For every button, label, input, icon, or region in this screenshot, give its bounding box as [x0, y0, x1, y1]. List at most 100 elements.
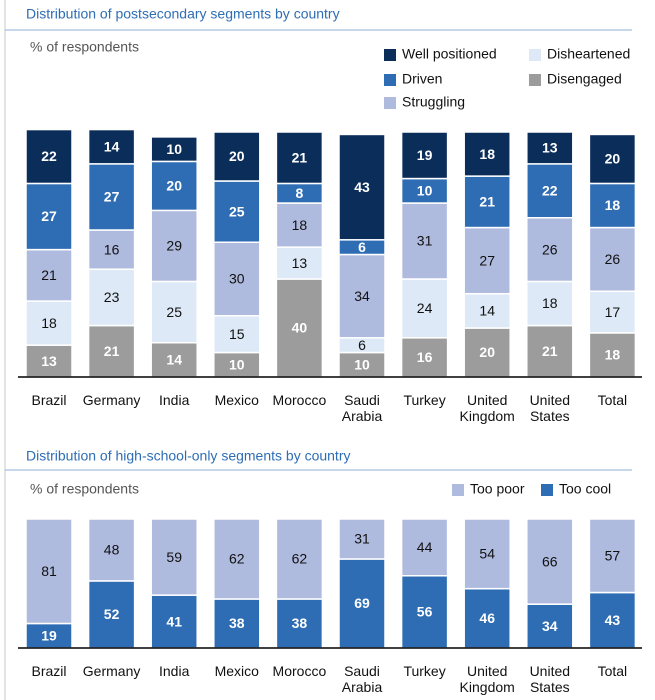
legend-swatch	[452, 484, 464, 496]
value-label: 21	[104, 343, 120, 359]
bar-segment	[463, 292, 511, 329]
x-tick-label: United Kingdom	[459, 663, 515, 695]
value-label: 16	[104, 241, 120, 257]
legend-swatch	[541, 484, 553, 496]
value-label: 18	[41, 315, 57, 331]
value-label: 10	[354, 356, 370, 372]
x-tick-label: Saudi Arabia	[341, 392, 383, 424]
value-label: 31	[417, 233, 433, 249]
bar-segment	[275, 278, 324, 378]
x-tick-label: United States	[529, 663, 571, 695]
legend-swatch	[384, 49, 396, 61]
value-label: 22	[542, 183, 558, 199]
bar-segment	[150, 594, 198, 649]
value-label: 8	[296, 185, 304, 201]
bar-segment	[338, 518, 386, 560]
x-tick-label: India	[159, 663, 190, 679]
bar-segment	[338, 133, 386, 241]
value-label: 59	[166, 549, 182, 565]
x-tick-label: Total	[597, 663, 628, 679]
x-tick-label: United Kingdom	[459, 392, 515, 424]
x-tick-label: Morocco	[272, 392, 327, 408]
bar-segment	[150, 160, 198, 212]
value-label: 18	[292, 217, 308, 233]
bar-segment	[87, 324, 136, 378]
value-label: 20	[605, 151, 621, 167]
bar-segment	[213, 241, 261, 317]
bar-segment	[338, 253, 386, 339]
subtitle: % of respondents	[30, 39, 139, 55]
bar-segment	[87, 128, 136, 165]
bar-segment	[213, 518, 261, 600]
value-label: 38	[292, 615, 308, 631]
value-label: 23	[104, 289, 120, 305]
bar-segment	[87, 580, 136, 649]
bar-segment	[275, 202, 324, 248]
bar-segment	[463, 131, 511, 177]
bar-segment	[87, 518, 136, 582]
legend-label: Disheartened	[547, 46, 630, 62]
x-tick-label: Total	[597, 392, 628, 408]
bar-segment	[588, 133, 637, 185]
value-label: 27	[479, 252, 495, 268]
bar-segment	[25, 128, 73, 185]
bar-segment	[275, 598, 324, 649]
value-label: 16	[417, 349, 433, 365]
value-label: 26	[542, 241, 558, 257]
value-label: 31	[354, 531, 370, 547]
value-label: 34	[542, 618, 558, 634]
bar-segment	[400, 518, 449, 577]
bar-segment	[275, 246, 324, 280]
value-label: 21	[292, 149, 308, 165]
bar-segment	[87, 163, 136, 231]
bar-segment	[275, 131, 324, 185]
value-label: 29	[166, 238, 182, 254]
value-label: 15	[229, 326, 245, 342]
value-label: 19	[41, 627, 57, 643]
legend-label: Too poor	[470, 481, 525, 497]
legend-swatch	[529, 74, 541, 86]
bar-segment	[25, 182, 73, 251]
bar-segment	[463, 587, 511, 649]
bar-segment	[588, 290, 637, 334]
bar-segment	[400, 131, 449, 180]
value-label: 52	[104, 606, 120, 622]
bar-segment	[150, 209, 198, 283]
value-label: 21	[479, 194, 495, 210]
value-label: 62	[292, 551, 308, 567]
bar-segment	[463, 518, 511, 590]
x-tick-label: Brazil	[31, 392, 67, 408]
value-label: 14	[166, 352, 182, 368]
x-tick-label: Turkey	[403, 663, 446, 679]
value-label: 25	[229, 203, 245, 219]
value-label: 20	[479, 344, 495, 360]
chart-title: Distribution of postsecondary segments b…	[26, 6, 340, 22]
value-label: 6	[358, 337, 366, 353]
value-label: 22	[41, 148, 57, 164]
bar-segment	[87, 268, 136, 327]
legend-label: Too cool	[559, 481, 611, 497]
x-tick-label: India	[159, 392, 190, 408]
value-label: 18	[479, 146, 495, 162]
legend-label: Well positioned	[402, 46, 497, 62]
value-label: 18	[605, 197, 621, 213]
value-label: 14	[479, 303, 495, 319]
bar-segment	[526, 280, 574, 327]
value-label: 10	[166, 141, 182, 157]
bar-segment	[463, 226, 511, 295]
value-label: 48	[104, 542, 120, 558]
bar-segment	[588, 591, 637, 649]
legend-swatch	[384, 74, 396, 86]
bar-segment	[25, 248, 73, 302]
value-label: 17	[605, 304, 621, 320]
value-label: 13	[41, 353, 57, 369]
value-label: 20	[166, 178, 182, 194]
value-label: 81	[41, 563, 57, 579]
value-label: 25	[166, 304, 182, 320]
legend-label: Struggling	[402, 94, 465, 110]
value-label: 26	[605, 251, 621, 267]
bar-segment	[338, 558, 386, 649]
value-label: 21	[41, 267, 57, 283]
